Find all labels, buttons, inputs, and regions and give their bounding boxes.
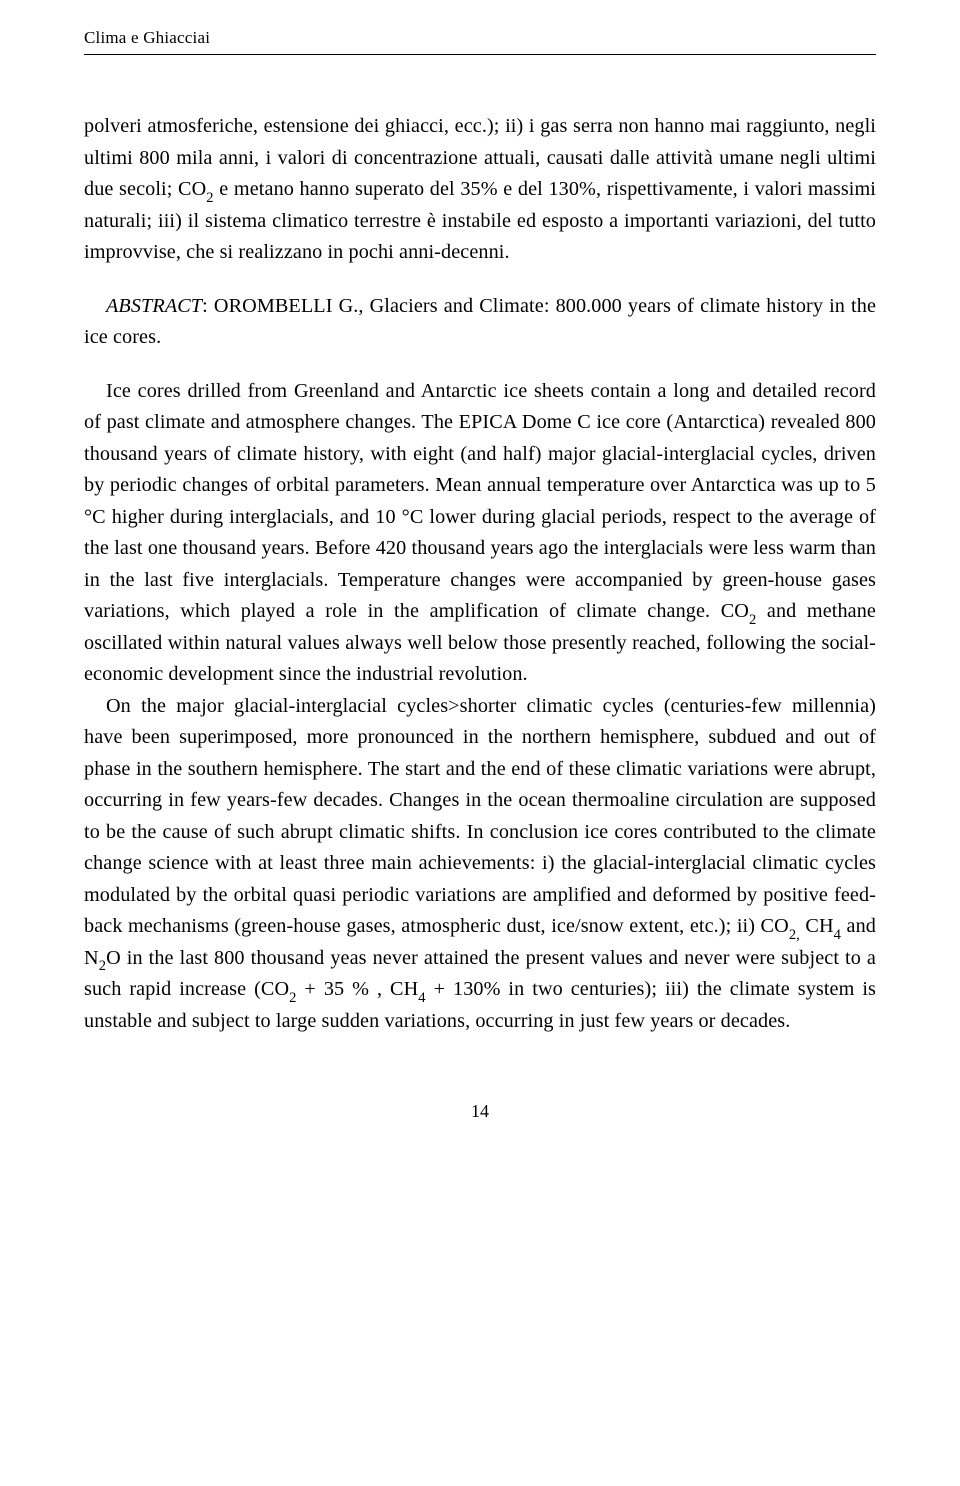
page-number: 14 <box>84 1101 876 1122</box>
p3-text-a: Ice cores drilled from Greenland and Ant… <box>84 380 876 623</box>
p3-sub-co2: 2 <box>749 612 756 628</box>
p4-text-a: On the major glacial-interglacial cycles… <box>84 695 876 938</box>
p4-sub-5: 4 <box>418 990 425 1006</box>
paragraph-abstract: ABSTRACT: OROMBELLI G., Glaciers and Cli… <box>84 291 876 354</box>
abstract-body-block: Ice cores drilled from Greenland and Ant… <box>84 376 876 1038</box>
paragraph-3: Ice cores drilled from Greenland and Ant… <box>84 376 876 691</box>
paragraph-1: polveri atmosferiche, estensione dei ghi… <box>84 111 876 269</box>
abstract-rest: : OROMBELLI G., Glaciers and Climate: 80… <box>84 295 876 349</box>
p1-sub-co2: 2 <box>206 190 213 206</box>
running-head: Clima e Ghiacciai <box>84 28 876 48</box>
p4-sub-4: 2 <box>289 990 296 1006</box>
p4-sub-2: 4 <box>834 927 841 943</box>
p4-text-b: CH <box>800 915 834 937</box>
p4-text-e: + 35 % , CH <box>297 978 419 1000</box>
abstract-label: ABSTRACT <box>106 295 202 317</box>
p4-sub-1: 2, <box>789 927 800 943</box>
p4-sub-3: 2 <box>99 958 106 974</box>
header-rule <box>84 54 876 55</box>
paragraph-4: On the major glacial-interglacial cycles… <box>84 691 876 1038</box>
